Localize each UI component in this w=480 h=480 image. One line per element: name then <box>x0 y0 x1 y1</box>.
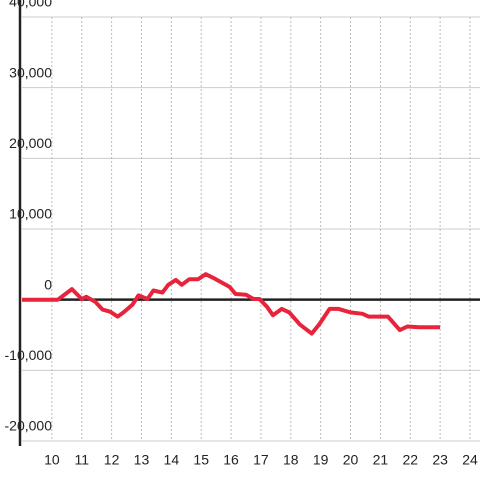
x-tick-label: 18 <box>283 452 299 468</box>
x-tick-label: 20 <box>343 452 359 468</box>
x-tick-label: 14 <box>164 452 180 468</box>
y-tick-label: 0 <box>44 276 52 292</box>
y-tick-label: -10,000 <box>5 347 53 363</box>
y-tick-label: 30,000 <box>9 64 52 80</box>
x-tick-label: 10 <box>44 452 60 468</box>
y-tick-label: 20,000 <box>9 135 52 151</box>
x-tick-label: 11 <box>74 452 89 468</box>
x-tick-label: 17 <box>253 452 269 468</box>
x-tick-label: 23 <box>432 452 448 468</box>
x-tick-label: 13 <box>134 452 150 468</box>
x-tick-label: 22 <box>402 452 418 468</box>
x-tick-label: 21 <box>373 452 389 468</box>
x-tick-label: 24 <box>462 452 478 468</box>
x-tick-label: 12 <box>104 452 120 468</box>
line-series <box>22 272 441 336</box>
x-tick-label: 15 <box>193 452 209 468</box>
x-tick-label: 19 <box>313 452 329 468</box>
y-tick-label: 40,000 <box>9 0 52 10</box>
y-tick-label: 10,000 <box>9 206 52 222</box>
y-tick-label: -20,000 <box>5 418 53 434</box>
x-tick-label: 16 <box>223 452 239 468</box>
